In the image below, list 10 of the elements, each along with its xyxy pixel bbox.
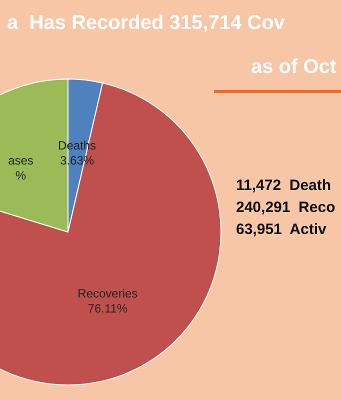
text: 63,951 Activ (236, 221, 327, 238)
chart-title: a Has Recorded 315,714 Cov (7, 12, 286, 34)
slice-label: ases (8, 154, 34, 168)
slice-label: Recoveries (78, 286, 138, 300)
data-label: 3.63% (60, 154, 94, 168)
data-label: 76.11% (88, 301, 128, 316)
text: as of Oct (251, 56, 337, 78)
text: 11,472 Death (236, 177, 332, 194)
text: 240,291 Reco (236, 199, 336, 216)
data-label: % (15, 168, 26, 183)
